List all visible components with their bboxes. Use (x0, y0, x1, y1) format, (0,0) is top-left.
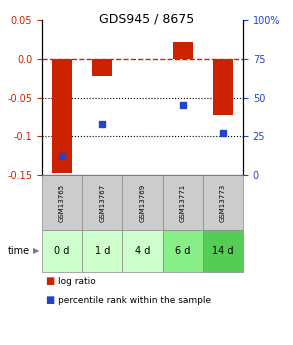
Bar (213, 59, 233, 115)
Text: time: time (8, 246, 30, 256)
Text: 4 d: 4 d (135, 246, 150, 256)
Text: log ratio: log ratio (58, 277, 96, 286)
Text: GSM13771: GSM13771 (180, 184, 186, 221)
Bar (173, 42, 193, 59)
Text: GSM13769: GSM13769 (139, 184, 146, 221)
Text: 6 d: 6 d (175, 246, 190, 256)
Text: GSM13767: GSM13767 (99, 184, 105, 221)
Text: 0 d: 0 d (54, 246, 70, 256)
Text: ■: ■ (45, 295, 54, 305)
Text: ▶: ▶ (33, 246, 39, 256)
Text: percentile rank within the sample: percentile rank within the sample (58, 296, 211, 305)
Bar (52, 59, 72, 174)
Text: GSM13773: GSM13773 (220, 184, 226, 221)
Text: 1 d: 1 d (95, 246, 110, 256)
Text: 14 d: 14 d (212, 246, 234, 256)
Text: GDS945 / 8675: GDS945 / 8675 (99, 12, 194, 25)
Text: GSM13765: GSM13765 (59, 184, 65, 221)
Bar (92, 59, 112, 76)
Text: ■: ■ (45, 276, 54, 286)
